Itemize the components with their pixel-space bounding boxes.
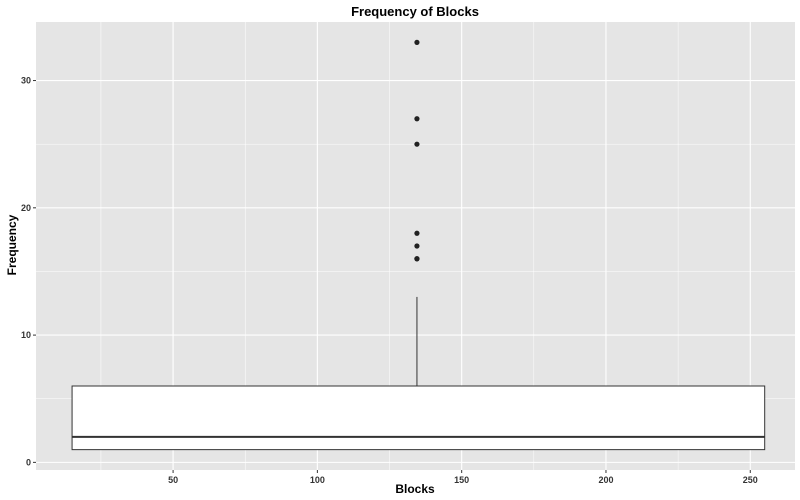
y-tick-label: 20 — [21, 203, 31, 213]
chart-title: Frequency of Blocks — [351, 4, 479, 19]
boxplot-group — [71, 296, 766, 451]
y-axis-label: Frequency — [5, 214, 19, 275]
x-tick-label: 150 — [454, 475, 469, 485]
outlier-point — [414, 141, 420, 147]
y-tick-label: 30 — [21, 76, 31, 86]
x-tick-label: 50 — [168, 475, 178, 485]
x-axis-label: Blocks — [395, 482, 435, 496]
outlier-point — [414, 243, 420, 249]
x-tick-label: 250 — [743, 475, 758, 485]
outlier-points — [414, 39, 420, 262]
outlier-point — [414, 230, 420, 236]
iqr-box — [71, 385, 766, 451]
y-tick-label: 0 — [26, 457, 31, 467]
y-tick-label: 10 — [21, 330, 31, 340]
outlier-point — [414, 256, 420, 262]
outlier-point — [414, 116, 420, 122]
x-axis-ticks: 50 100 150 200 250 — [168, 470, 758, 485]
y-axis-ticks: 0 10 20 30 — [21, 76, 36, 467]
outlier-point — [414, 39, 420, 45]
x-tick-label: 100 — [310, 475, 325, 485]
x-tick-label: 200 — [598, 475, 613, 485]
